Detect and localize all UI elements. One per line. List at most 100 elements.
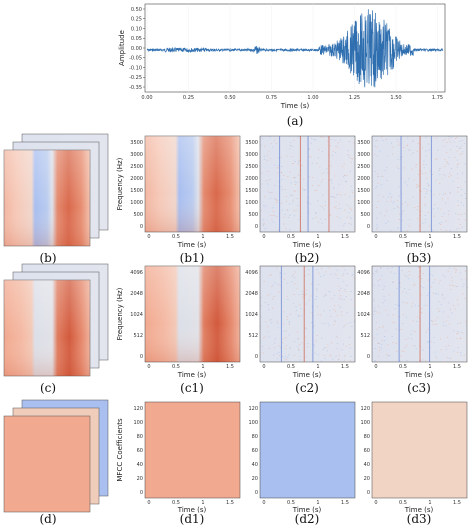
noise-speck <box>272 207 274 209</box>
noise-speck <box>415 186 417 188</box>
waveform-x-label: Time (s) <box>280 102 310 110</box>
noise-speck <box>392 282 394 283</box>
noise-speck <box>407 137 409 139</box>
noise-speck <box>407 144 409 146</box>
noise-speck <box>380 267 382 269</box>
noise-speck <box>401 211 403 213</box>
noise-speck <box>344 193 346 195</box>
plot-c2-x-label: Time (s) <box>292 371 322 379</box>
noise-speck <box>347 154 349 156</box>
x-tick-label: 1 <box>201 364 204 370</box>
noise-speck <box>313 343 315 345</box>
noise-speck <box>349 196 351 198</box>
x-tick-label: 1 <box>316 500 319 506</box>
noise-speck <box>322 179 324 180</box>
noise-speck <box>392 281 394 283</box>
noise-speck <box>292 163 294 164</box>
noise-speck <box>460 331 462 333</box>
plot-b1-y-ticks: 3500 3000 2500 2000 1500 1000 500 0 <box>130 140 143 230</box>
waveform-y-tick-label: 0.10 <box>131 26 142 32</box>
plot-c1-shade <box>145 266 240 362</box>
noise-speck <box>444 276 446 277</box>
noise-speck <box>303 178 305 180</box>
noise-speck <box>354 145 356 146</box>
y-tick-label: 100 <box>133 420 143 426</box>
noise-speck <box>373 273 375 275</box>
noise-speck <box>346 216 348 218</box>
noise-speck <box>421 147 424 149</box>
noise-speck <box>397 316 399 318</box>
noise-speck <box>331 342 333 344</box>
noise-speck <box>342 343 344 345</box>
noise-speck <box>321 322 323 324</box>
noise-speck <box>394 308 396 310</box>
noise-speck <box>349 216 351 218</box>
noise-speck <box>281 179 283 181</box>
noise-speck <box>331 298 333 299</box>
noise-speck <box>425 331 427 333</box>
y-tick-label: 1024 <box>357 312 370 318</box>
noise-speck <box>299 315 301 317</box>
noise-speck <box>344 174 346 176</box>
noise-speck <box>374 310 376 312</box>
noise-speck <box>460 148 462 149</box>
noise-speck <box>457 333 459 334</box>
noise-speck <box>336 269 338 271</box>
noise-speck <box>385 309 387 311</box>
noise-speck <box>299 355 301 357</box>
noise-speck <box>321 151 323 152</box>
noise-speck <box>283 175 285 176</box>
waveform-x-tick-label: 0.50 <box>224 95 235 101</box>
noise-speck <box>412 345 414 347</box>
y-tick-label: 4096 <box>357 270 370 276</box>
noise-speck <box>439 280 441 281</box>
y-tick-label: 4096 <box>130 270 143 276</box>
noise-speck <box>411 168 413 170</box>
noise-speck <box>346 312 348 313</box>
plot-c3-y-ticks: 4096 2048 1024 512 0 <box>357 270 370 360</box>
noise-speck <box>439 231 441 233</box>
noise-speck <box>346 322 348 324</box>
noise-speck <box>400 355 402 357</box>
noise-speck <box>317 157 319 159</box>
noise-speck <box>329 310 331 312</box>
noise-speck <box>285 345 287 347</box>
noise-speck <box>298 159 300 161</box>
noise-speck <box>301 296 303 298</box>
noise-speck <box>443 297 445 299</box>
noise-speck <box>426 191 428 193</box>
noise-speck <box>291 156 293 157</box>
y-tick-label: 0 <box>140 354 143 360</box>
noise-speck <box>351 190 353 191</box>
noise-speck <box>290 144 292 146</box>
noise-speck <box>392 146 394 148</box>
noise-speck <box>277 172 279 174</box>
panel-a: 0.50 0.25 0.10 0.05 0.00 -0.05 -0.10 -0.25 -0.35… <box>118 3 446 128</box>
noise-speck <box>321 173 323 175</box>
noise-speck <box>335 146 337 147</box>
waveform-y-tick-label: -0.05 <box>129 56 142 62</box>
noise-speck <box>457 331 459 332</box>
noise-speck <box>463 205 465 206</box>
y-tick-label: 1000 <box>357 200 370 206</box>
noise-speck <box>278 351 280 353</box>
noise-speck <box>447 214 450 215</box>
noise-speck <box>410 334 412 335</box>
noise-speck <box>342 176 344 178</box>
waveform-y-tick-label: -0.10 <box>129 65 142 71</box>
noise-speck <box>351 192 354 193</box>
noise-speck <box>324 293 326 295</box>
y-tick-label: 512 <box>133 333 143 339</box>
noise-speck <box>335 356 337 357</box>
noise-speck <box>449 309 451 310</box>
stack-c <box>3 263 109 377</box>
y-tick-label: 0 <box>367 224 370 230</box>
stack-c-front-shade <box>4 280 90 376</box>
noise-speck <box>424 222 426 223</box>
x-tick-label: 0 <box>147 234 150 240</box>
noise-speck <box>376 333 378 335</box>
noise-speck <box>440 222 442 223</box>
y-tick-label: 3500 <box>357 140 370 146</box>
noise-speck <box>290 194 292 196</box>
noise-speck <box>269 136 271 138</box>
